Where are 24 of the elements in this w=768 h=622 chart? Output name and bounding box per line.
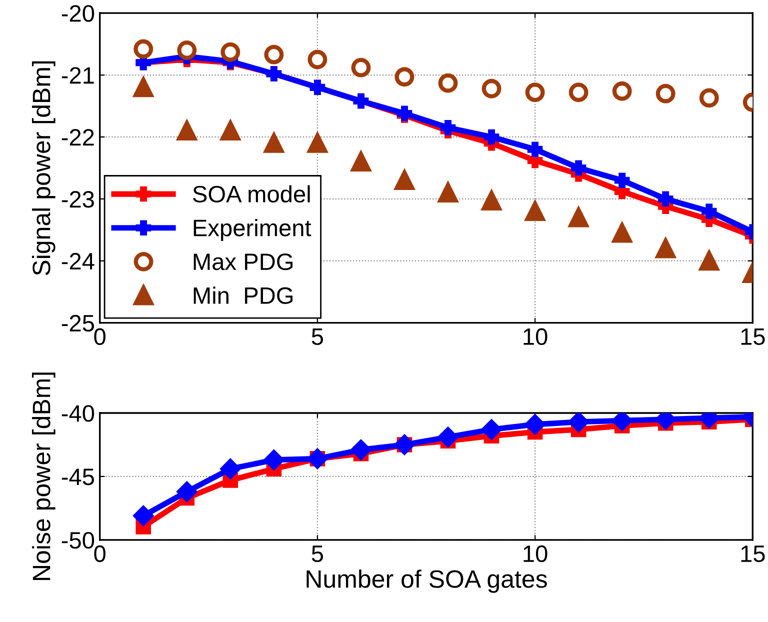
y-tick-label: -24 — [62, 252, 94, 270]
x-tick-label: 5 — [312, 546, 324, 562]
legend-label: Min PDG — [194, 286, 292, 304]
y-tick-label: -22 — [62, 129, 94, 146]
legend-label: Max PDG — [194, 253, 292, 270]
x-tick-label: 10 — [524, 328, 548, 346]
x-tick-label: 5 — [312, 328, 324, 346]
x-axis-title: Number of SOA gates — [306, 570, 547, 593]
y-tick-label: -23 — [62, 190, 94, 208]
y-tick-label: -45 — [62, 468, 94, 486]
y-tick-label: -50 — [62, 532, 94, 549]
y-tick-label: -25 — [62, 314, 94, 332]
x-tick-label: 0 — [94, 328, 106, 346]
x-tick-label: 15 — [741, 328, 765, 346]
y-tick-label: -40 — [62, 405, 94, 422]
x-tick-label: 0 — [94, 545, 106, 562]
legend-label: Experiment — [194, 219, 312, 242]
y-tick-label: -20 — [62, 5, 94, 22]
x-tick-label: 15 — [741, 546, 765, 562]
x-tick-label: 10 — [524, 545, 548, 562]
y-tick-label: -21 — [62, 67, 94, 84]
y-axis-title: Signal power [dBm] — [32, 61, 56, 276]
legend-label: SOA model — [192, 185, 310, 203]
y-axis-title: Noise power [dBm] — [32, 372, 56, 580]
